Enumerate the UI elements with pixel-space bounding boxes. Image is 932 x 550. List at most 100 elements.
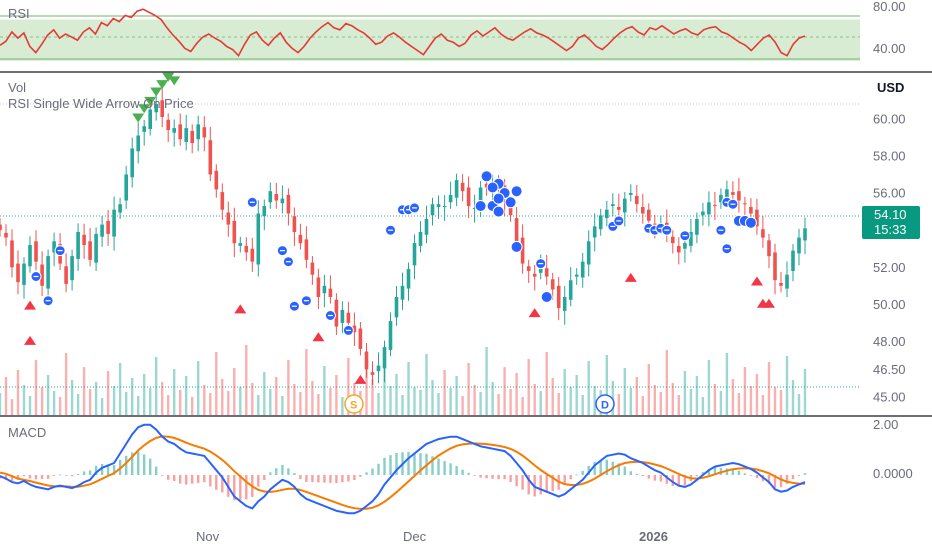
signal-dot[interactable]: [480, 170, 493, 183]
candle-body: [220, 192, 225, 210]
candle-body: [544, 268, 549, 277]
volume-bar: [100, 398, 104, 415]
signal-dot[interactable]: [744, 216, 757, 229]
macd-hist-bar: [341, 475, 344, 483]
buy-arrow[interactable]: [234, 304, 247, 314]
candle-body: [418, 232, 423, 246]
candle-body: [160, 100, 164, 117]
currency-label[interactable]: USD: [877, 80, 904, 95]
sell-arrow[interactable]: [132, 113, 145, 123]
candle-body: [70, 256, 74, 281]
macd-hist-bar: [395, 453, 398, 475]
signal-dot[interactable]: [474, 200, 487, 212]
macd-hist-bar: [64, 475, 68, 476]
volume-bar: [94, 382, 98, 415]
event-s-label: S: [350, 400, 357, 412]
signal-dot[interactable]: [510, 240, 523, 253]
candlesticks: [0, 87, 807, 386]
buy-arrow[interactable]: [750, 276, 763, 286]
macd-hist-bar: [671, 475, 674, 486]
buy-arrow[interactable]: [24, 300, 37, 310]
price-badge-bg: [862, 206, 920, 239]
volume-bar: [281, 396, 284, 415]
signal-dot[interactable]: [492, 192, 505, 205]
volume-bar: [743, 367, 747, 415]
candle-body: [785, 274, 789, 289]
candle-body: [731, 192, 735, 195]
volume-bar: [707, 360, 711, 415]
sell-arrow[interactable]: [162, 72, 175, 82]
macd-hist-bar: [10, 475, 14, 481]
event-d-label: D: [601, 400, 609, 412]
price-axis[interactable]: 60.0058.0056.0054.0052.0050.0048.0046.50…: [873, 111, 906, 404]
candle-body: [106, 220, 110, 234]
event-s[interactable]: S: [344, 394, 364, 414]
vol-label: Vol: [8, 80, 26, 95]
signal-dot[interactable]: [486, 181, 499, 194]
sell-arrow[interactable]: [150, 87, 163, 97]
candle-body: [94, 233, 98, 263]
candle-body: [568, 280, 573, 300]
buy-arrow[interactable]: [24, 335, 37, 345]
volume-bar: [617, 394, 620, 415]
buy-arrow[interactable]: [312, 332, 325, 342]
volume-bar: [16, 370, 20, 415]
signal-dot[interactable]: [540, 291, 553, 303]
volume-bar: [689, 389, 693, 415]
volume-bar: [479, 392, 482, 415]
candle-body: [208, 140, 213, 175]
signal-dot[interactable]: [492, 205, 505, 218]
macd-hist-bar: [587, 465, 590, 475]
candle-body: [767, 240, 771, 257]
volume-bar: [52, 391, 56, 415]
candle-body: [797, 237, 801, 254]
volume-bar: [70, 380, 74, 415]
time-axis[interactable]: Nov Dec 2026: [196, 529, 668, 544]
event-d[interactable]: D: [595, 394, 615, 414]
macd-hist-bar: [293, 473, 296, 475]
candle-body: [232, 220, 237, 244]
volume-bar: [209, 393, 212, 415]
macd-hist-bar: [605, 459, 608, 475]
buy-arrow[interactable]: [354, 374, 367, 384]
volume-bar: [34, 360, 38, 415]
sell-arrow[interactable]: [144, 96, 157, 106]
sell-arrow[interactable]: [168, 76, 181, 86]
event-s-circle: [344, 394, 364, 414]
candle-body: [76, 232, 80, 259]
buy-arrow[interactable]: [762, 298, 775, 308]
volume-bar: [371, 379, 374, 415]
volume-bar: [713, 384, 717, 415]
macd-hist-bar: [623, 466, 626, 475]
candle-body: [424, 219, 429, 235]
rsi-line: [0, 8, 806, 58]
buy-arrow[interactable]: [528, 308, 541, 318]
candle-body: [82, 234, 86, 245]
candle-body: [34, 241, 38, 262]
signal-dot[interactable]: [510, 185, 523, 198]
macd-tick-0: 0.0000: [873, 466, 913, 481]
macd-hist-bar: [209, 475, 212, 487]
buy-arrow[interactable]: [624, 272, 637, 282]
volume-bar: [455, 376, 458, 415]
macd-hist-bar: [443, 461, 446, 475]
candle-body: [304, 239, 309, 260]
signal-dot[interactable]: [504, 196, 517, 209]
candle-body: [298, 234, 303, 244]
candle-body: [4, 232, 8, 238]
candle-body: [574, 274, 579, 277]
sell-arrow[interactable]: [138, 104, 151, 114]
volume-bar: [611, 381, 614, 415]
volume-bar: [389, 386, 392, 415]
candle-body: [46, 256, 50, 289]
macd-hist-bar: [88, 470, 92, 475]
macd-hist-bar: [503, 475, 506, 480]
macd-hist-bar: [239, 475, 242, 500]
volume-bar: [245, 345, 248, 415]
price-badge: 54.10 15:33: [862, 206, 920, 239]
price-tick: 45.00: [873, 390, 906, 405]
candle-body: [592, 226, 597, 238]
sell-arrow[interactable]: [156, 80, 169, 90]
candle-body: [64, 266, 68, 284]
